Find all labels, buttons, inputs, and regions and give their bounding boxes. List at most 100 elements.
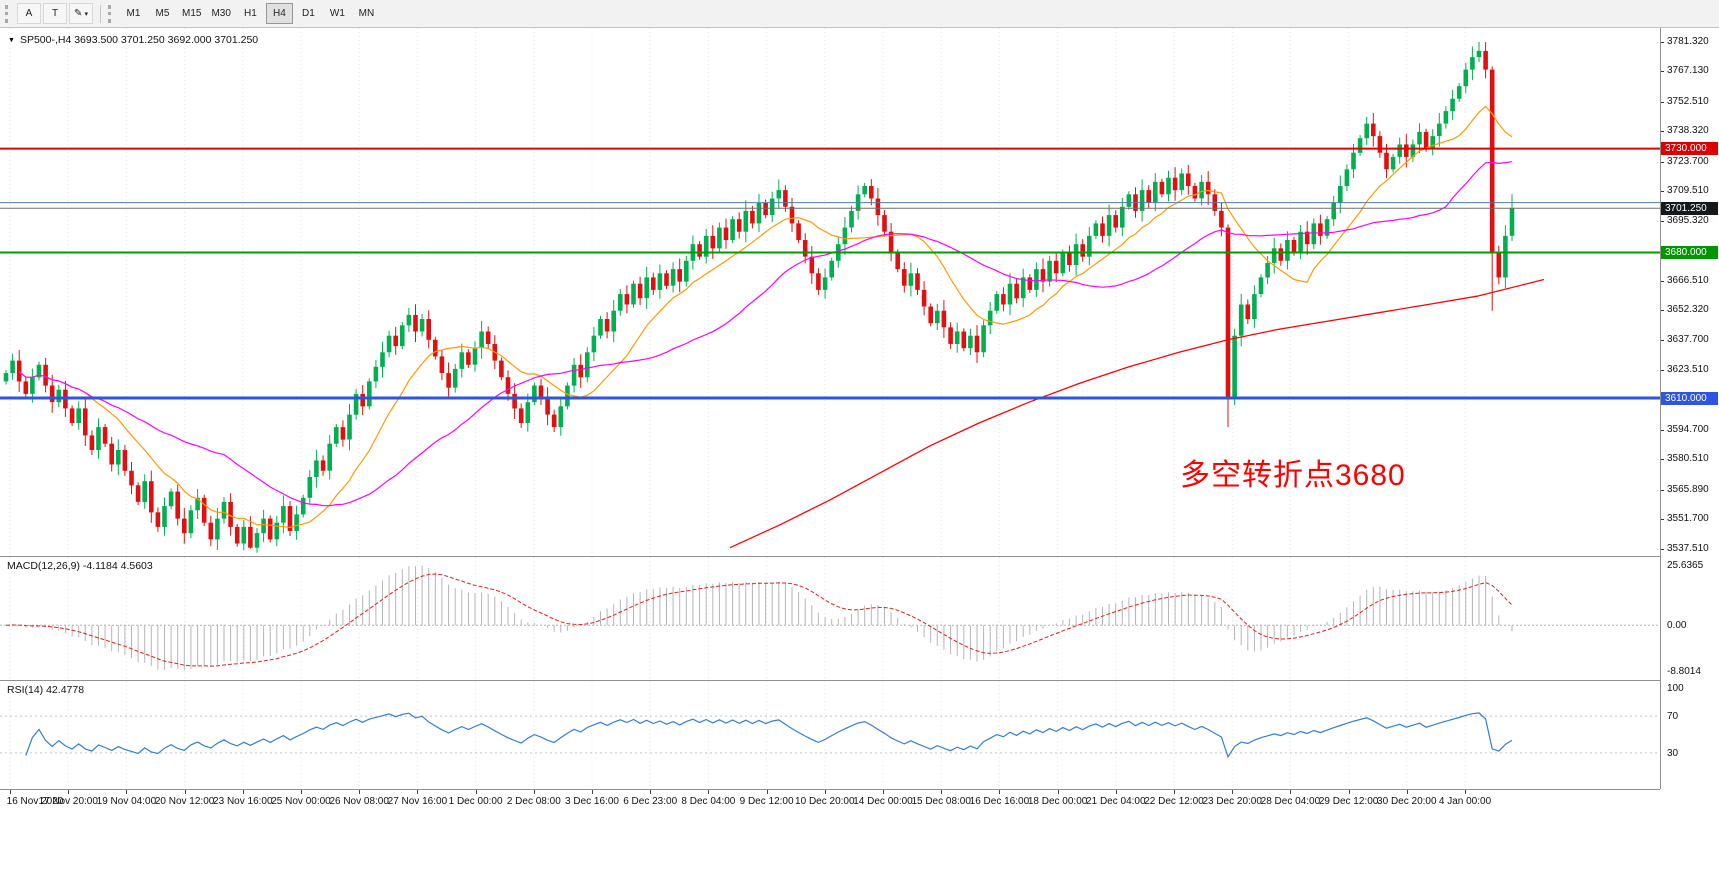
top-toolbar: A T ✎ ▾ M1 M5 M15 M30 H1 H4 D1 W1 MN xyxy=(0,0,1719,28)
time-axis-label: 29 Dec 12:00 xyxy=(1318,796,1379,807)
time-axis-tick xyxy=(824,790,826,794)
price-axis-label: 3723.700 xyxy=(1667,155,1709,167)
macd-label: MACD(12,26,9) -4.1184 4.5603 xyxy=(7,560,153,572)
time-axis-tick xyxy=(10,790,11,794)
time-axis-label: 28 Dec 04:00 xyxy=(1260,796,1321,807)
macd-canvas[interactable] xyxy=(0,557,1660,679)
time-axis-tick xyxy=(417,790,419,794)
macd-panel-separator[interactable] xyxy=(0,556,1719,557)
toolbar-separator xyxy=(100,4,101,23)
time-axis-tick xyxy=(1406,790,1408,794)
time-axis-label: 16 Nov 2020 xyxy=(6,796,64,807)
time-axis-tick xyxy=(359,790,361,794)
rsi-canvas[interactable] xyxy=(0,681,1660,788)
price-axis-tick xyxy=(1660,220,1664,222)
timeframe-button-m1[interactable]: M1 xyxy=(120,3,147,24)
symbol-ohlc-text: SP500-,H4 3693.500 3701.250 3692.000 370… xyxy=(19,34,259,46)
timeframe-button-m5[interactable]: M5 xyxy=(149,3,176,24)
time-axis-tick xyxy=(1174,790,1175,794)
price-axis-label: 3709.510 xyxy=(1667,185,1709,197)
time-axis-tick xyxy=(1115,790,1117,794)
time-axis[interactable]: 16 Nov 2020 17 Nov 20:00 19 Nov 04:00 20 No… xyxy=(0,789,1660,815)
rsi-axis-label-70: 70 xyxy=(1667,711,1679,723)
price-tag-3680.000: 3680.000 xyxy=(1661,246,1718,259)
price-axis-label: 3551.700 xyxy=(1667,513,1709,525)
price-axis-tick xyxy=(1660,340,1664,342)
time-axis-label: 30 Dec 20:00 xyxy=(1377,796,1437,807)
time-axis-label: 21 Dec 04:00 xyxy=(1086,796,1146,807)
time-axis-tick xyxy=(708,790,710,794)
draw-tool-button[interactable]: ✎ ▾ xyxy=(69,3,93,24)
price-axis-border xyxy=(1660,28,1661,789)
time-axis-tick xyxy=(242,790,244,794)
time-axis-tick xyxy=(533,790,535,794)
time-axis-tick xyxy=(1290,790,1292,794)
timeframe-button-h4[interactable]: H4 xyxy=(265,3,293,24)
price-axis-label: 3738.320 xyxy=(1667,125,1709,137)
price-axis-tick xyxy=(1660,489,1664,491)
time-axis-tick xyxy=(1348,790,1350,794)
time-axis-label: 22 Dec 12:00 xyxy=(1144,796,1204,807)
tool-buttons-group: A T ✎ ▾ xyxy=(16,3,94,24)
time-axis-tick xyxy=(126,790,128,794)
time-axis-label: 6 Dec 23:00 xyxy=(623,796,678,807)
price-axis-tick xyxy=(1660,310,1664,312)
time-axis-tick xyxy=(650,790,652,794)
price-axis-tick xyxy=(1660,459,1664,461)
price-axis-tick xyxy=(1660,280,1664,282)
time-axis-label: 19 Nov 04:00 xyxy=(96,796,157,807)
time-axis-label: 23 Dec 20:00 xyxy=(1202,796,1262,807)
price-axis-tick xyxy=(1660,548,1664,550)
time-axis-label: 1 Dec 00:00 xyxy=(448,796,503,807)
price-axis-label: 3652.320 xyxy=(1667,304,1709,316)
time-axis-tick xyxy=(1057,790,1059,794)
time-axis-tick xyxy=(941,790,943,794)
price-tag-3610.000: 3610.000 xyxy=(1661,391,1718,405)
time-axis-tick xyxy=(999,790,1001,794)
chart-symbol-info: ▼ SP500-,H4 3693.500 3701.250 3692.000 3… xyxy=(8,34,258,46)
time-axis-label: 20 Nov 12:00 xyxy=(154,796,215,807)
time-axis-tick xyxy=(1465,790,1466,794)
time-axis-label: 23 Nov 16:00 xyxy=(213,796,273,807)
price-axis[interactable]: 3781.320 3767.130 3752.510 3738.320 3723.700… xyxy=(1660,0,1719,892)
price-axis-label: 3666.510 xyxy=(1667,274,1709,286)
price-axis-label: 3781.320 xyxy=(1667,35,1709,47)
timeframe-button-w1[interactable]: W1 xyxy=(324,3,351,24)
price-axis-label: 3637.700 xyxy=(1667,334,1709,346)
time-axis-tick xyxy=(592,790,593,794)
time-axis-label: 4 Jan 00:00 xyxy=(1438,796,1492,807)
price-axis-tick xyxy=(1660,131,1664,133)
macd-axis-label-top: 25.6365 xyxy=(1667,560,1704,571)
symbol-marker-icon: ▼ xyxy=(8,36,15,44)
time-axis-label: 2 Dec 08:00 xyxy=(506,796,561,807)
price-axis-label: 3565.890 xyxy=(1667,483,1709,495)
toolbar-grip-handle[interactable] xyxy=(5,4,11,23)
timeframe-button-mn[interactable]: MN xyxy=(353,3,380,24)
price-axis-tick xyxy=(1660,429,1664,431)
time-axis-tick xyxy=(184,790,186,794)
timeframe-button-d1[interactable]: D1 xyxy=(295,3,322,24)
time-axis-tick xyxy=(1232,790,1234,794)
time-axis-label: 16 Dec 16:00 xyxy=(969,796,1030,807)
caret-down-icon: ▾ xyxy=(84,10,88,18)
price-axis-tick xyxy=(1660,41,1664,43)
time-axis-tick xyxy=(301,790,302,794)
time-axis-label: 27 Nov 16:00 xyxy=(387,796,448,807)
time-axis-label: 17 Nov 20:00 xyxy=(38,796,98,807)
time-axis-label: 25 Nov 00:00 xyxy=(271,796,331,807)
price-axis-tick xyxy=(1660,71,1664,73)
time-axis-tick xyxy=(883,790,884,794)
price-chart-canvas[interactable] xyxy=(0,28,1660,556)
timeframe-button-h1[interactable]: H1 xyxy=(237,3,264,24)
rsi-panel-separator[interactable] xyxy=(0,680,1719,681)
rsi-axis-label-100: 100 xyxy=(1667,683,1684,695)
textbox-tool-button[interactable]: T xyxy=(43,3,67,24)
time-axis-tick xyxy=(475,790,477,794)
timeframe-button-m30[interactable]: M30 xyxy=(207,3,234,24)
text-tool-button[interactable]: A xyxy=(17,3,41,24)
timeframe-button-m15[interactable]: M15 xyxy=(178,3,205,24)
timeframe-grip-handle[interactable] xyxy=(108,4,114,23)
time-axis-label: 18 Dec 00:00 xyxy=(1027,796,1088,807)
price-axis-label: 3752.510 xyxy=(1667,95,1709,107)
chart-annotation-text: 多空转折点3680 xyxy=(1180,459,1406,492)
